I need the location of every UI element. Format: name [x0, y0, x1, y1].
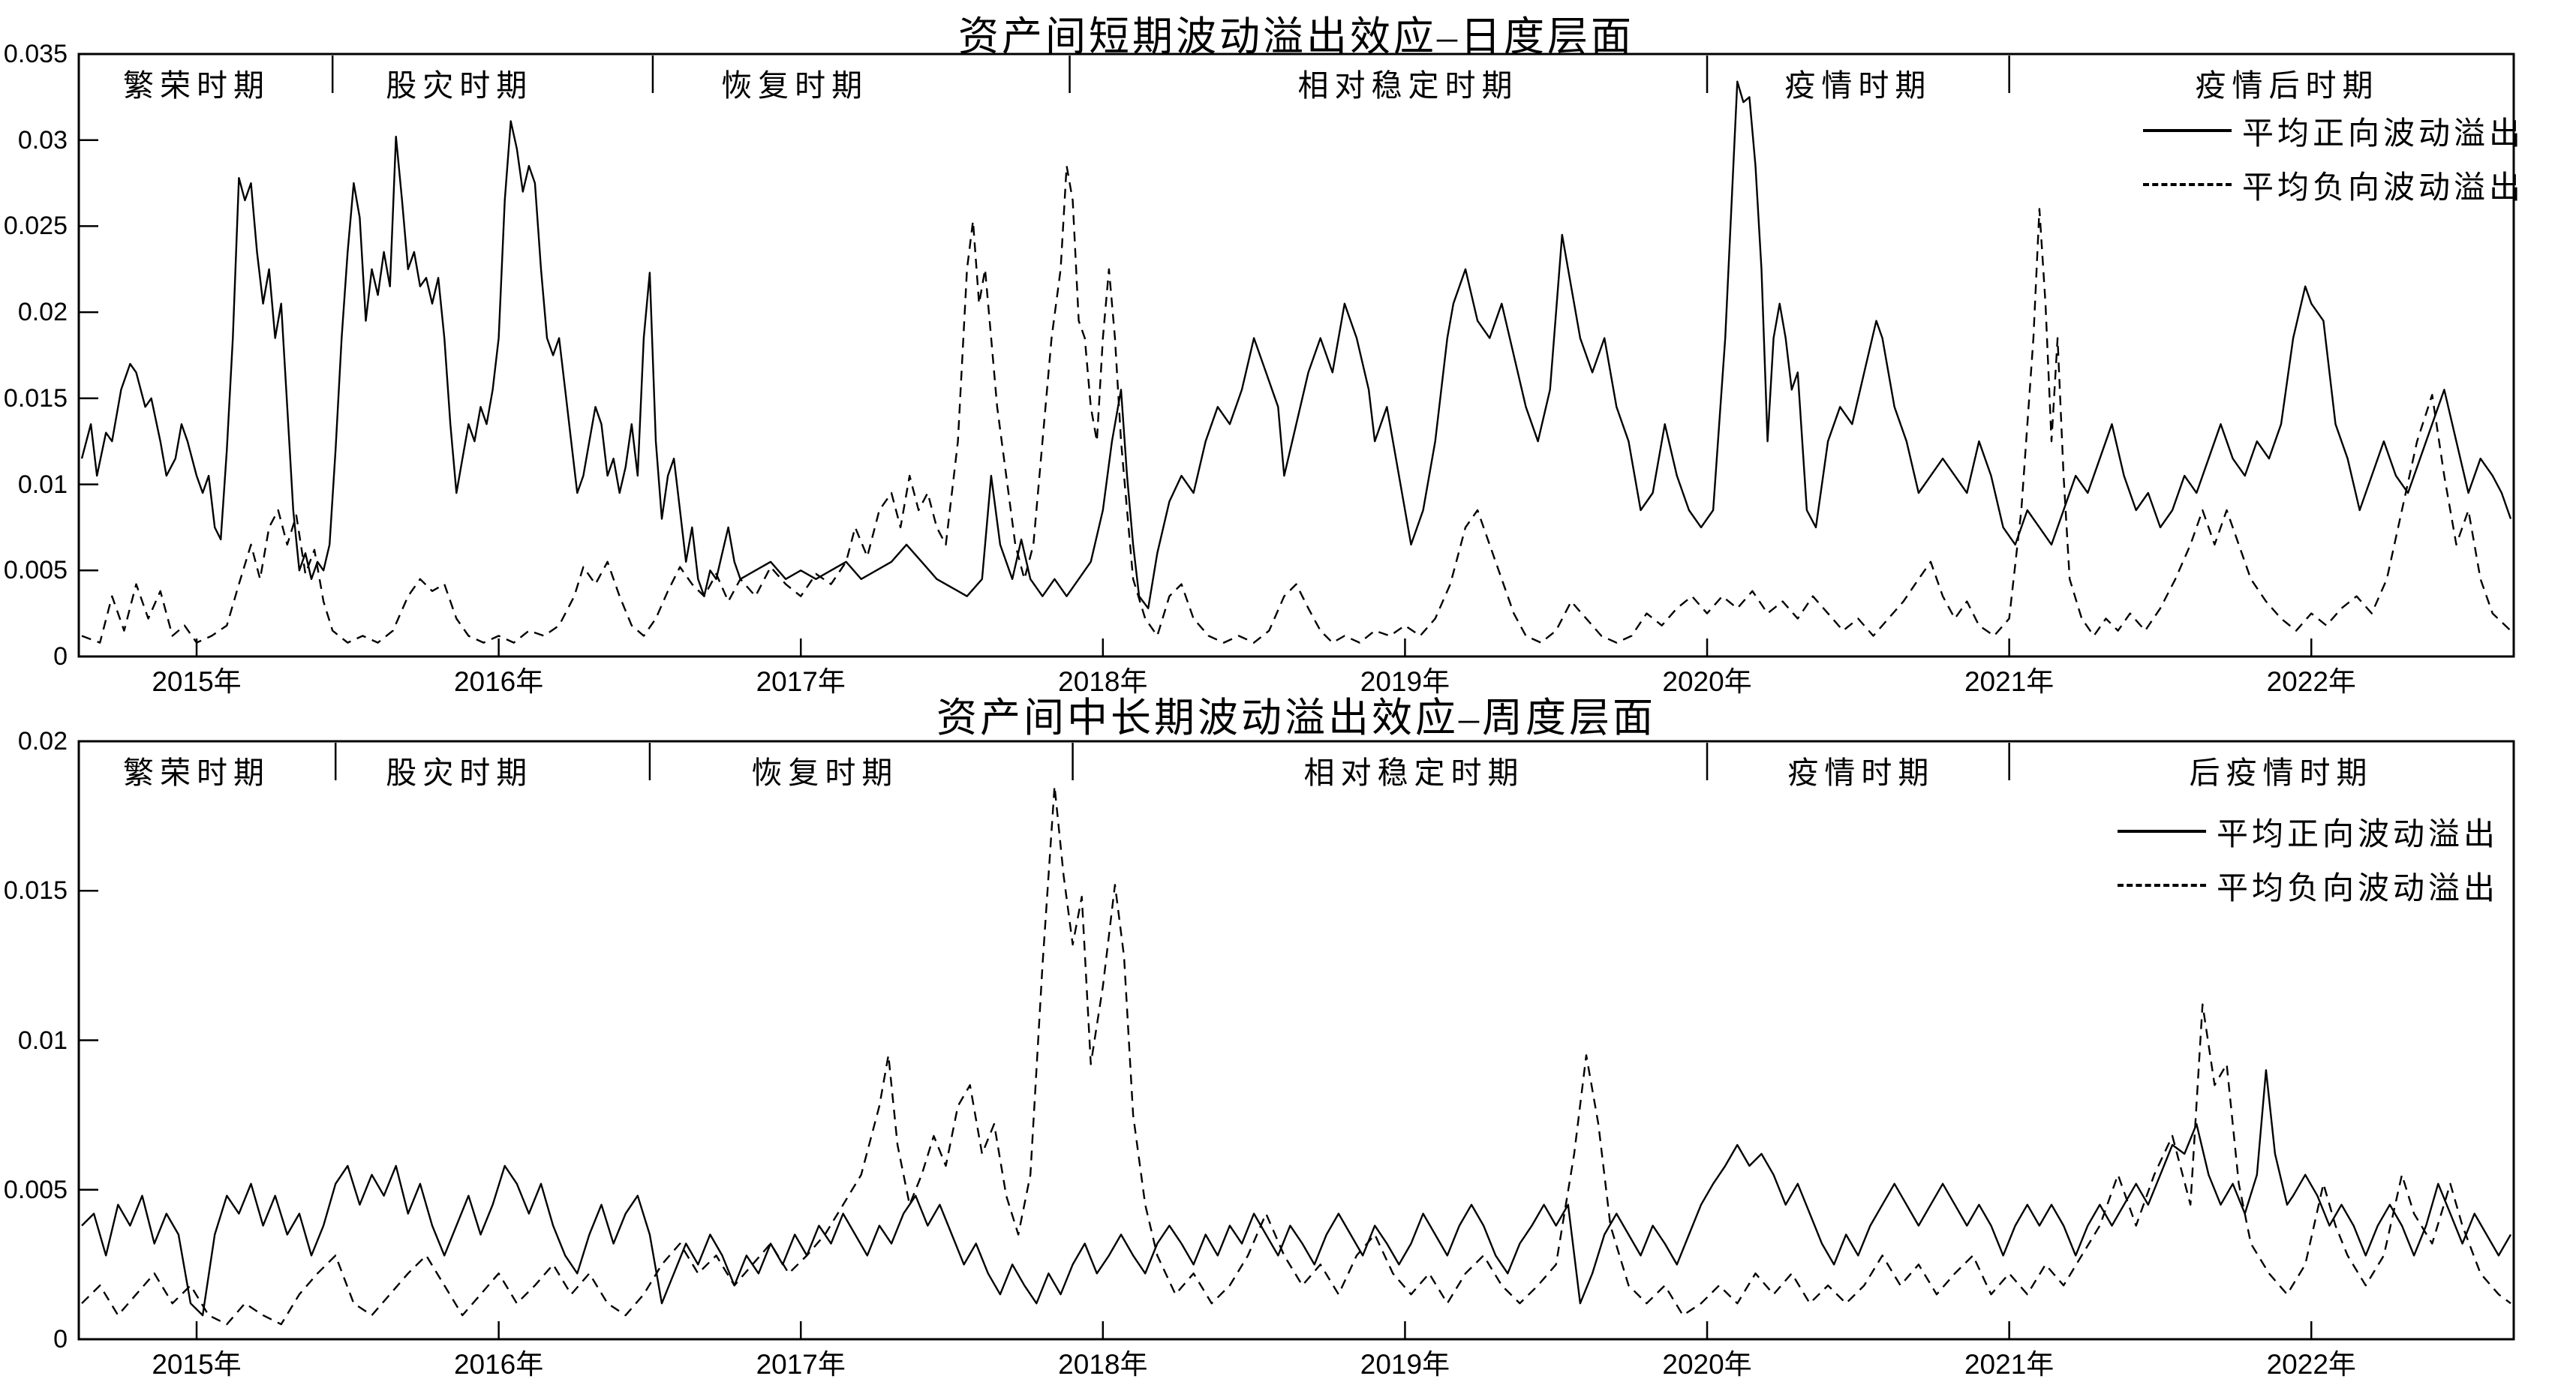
period-label: 疫情时期 [1787, 756, 1935, 790]
x-tick-label: 2015年 [152, 1349, 242, 1380]
daily-chart-legend: 平均正向波动溢出 平均负向波动溢出 [2143, 104, 2524, 212]
period-label: 相对稳定时期 [1297, 68, 1519, 103]
legend-item-negative: 平均负向波动溢出 [2143, 158, 2524, 212]
weekly-chart-title: 资产间中长期波动溢出效应–周度层面 [936, 696, 1656, 741]
period-label: 恢复时期 [751, 756, 899, 790]
x-tick-label: 2022年 [2266, 666, 2356, 697]
daily-chart-title: 资产间短期波动溢出效应–日度层面 [958, 14, 1634, 59]
period-label: 疫情后时期 [2195, 68, 2379, 103]
legend-negative-label: 平均负向波动溢出 [2242, 170, 2525, 206]
x-tick-label: 2017年 [756, 666, 846, 697]
x-tick-label: 2017年 [756, 1349, 846, 1380]
y-tick-label: 0.02 [17, 298, 68, 327]
x-tick-label: 2019年 [1360, 666, 1450, 697]
y-tick-label: 0.02 [17, 727, 68, 756]
x-tick-label: 2018年 [1058, 666, 1148, 697]
solid-line-swatch-icon [2118, 830, 2206, 833]
legend-negative-label: 平均负向波动溢出 [2217, 871, 2499, 906]
x-tick-label: 2015年 [152, 666, 242, 697]
y-tick-label: 0.01 [17, 470, 68, 499]
x-tick-label: 2016年 [453, 666, 544, 697]
y-tick-label: 0.015 [3, 383, 68, 413]
y-tick-label: 0 [53, 642, 68, 671]
y-tick-label: 0.005 [3, 1175, 68, 1204]
legend-positive-label: 平均正向波动溢出 [2217, 817, 2499, 852]
x-tick-label: 2016年 [453, 1349, 544, 1380]
period-label: 疫情时期 [1784, 68, 1932, 103]
positive-spillover-line [80, 80, 2512, 609]
legend-positive-label: 平均正向波动溢出 [2242, 116, 2525, 152]
x-tick-label: 2021年 [1964, 666, 2054, 697]
negative-spillover-line [81, 785, 2511, 1326]
period-label: 相对稳定时期 [1303, 756, 1525, 790]
period-label: 股灾时期 [386, 68, 534, 103]
period-label: 繁荣时期 [123, 756, 271, 790]
x-tick-label: 2022年 [2266, 1349, 2356, 1380]
period-label: 恢复时期 [721, 68, 869, 103]
y-tick-label: 0.015 [3, 876, 68, 906]
period-label: 股灾时期 [386, 756, 534, 790]
period-label: 繁荣时期 [123, 68, 271, 103]
legend-item-positive: 平均正向波动溢出 [2143, 104, 2524, 158]
x-tick-label: 2021年 [1964, 1349, 2054, 1380]
dashed-line-swatch-icon [2143, 183, 2232, 186]
negative-spillover-line [81, 164, 2511, 644]
y-tick-label: 0.035 [3, 40, 68, 68]
y-tick-label: 0.03 [17, 125, 68, 155]
y-tick-label: 0.005 [3, 556, 68, 585]
x-tick-label: 2020年 [1662, 666, 1752, 697]
x-tick-label: 2018年 [1058, 1349, 1148, 1380]
y-tick-label: 0 [53, 1325, 68, 1353]
y-tick-label: 0.01 [17, 1026, 68, 1055]
dashed-line-swatch-icon [2118, 884, 2206, 887]
positive-spillover-line [81, 1069, 2512, 1317]
period-label: 后疫情时期 [2189, 756, 2373, 790]
legend-item-positive: 平均正向波动溢出 [2118, 804, 2499, 858]
y-tick-label: 0.025 [3, 212, 68, 241]
legend-item-negative: 平均负向波动溢出 [2118, 858, 2499, 912]
weekly-chart-legend: 平均正向波动溢出 平均负向波动溢出 [2118, 804, 2499, 912]
x-tick-label: 2020年 [1662, 1349, 1752, 1380]
axis-box [77, 53, 2515, 658]
solid-line-swatch-icon [2143, 129, 2232, 132]
x-tick-label: 2019年 [1360, 1349, 1450, 1380]
